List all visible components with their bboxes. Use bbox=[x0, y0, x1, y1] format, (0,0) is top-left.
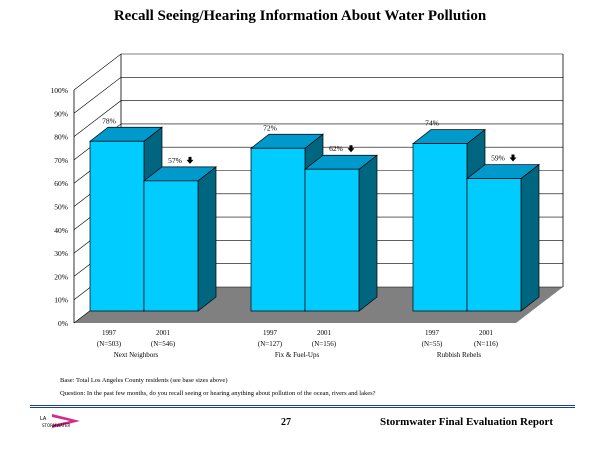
x-tick-base-size: (N=546) bbox=[151, 340, 176, 348]
bar bbox=[250, 147, 306, 312]
x-group-label: Rubbish Rebels bbox=[437, 351, 481, 359]
page-number: 27 bbox=[281, 417, 291, 428]
y-tick-label: 40% bbox=[54, 226, 68, 235]
x-tick-year: 2001 bbox=[317, 329, 332, 337]
bar bbox=[412, 143, 468, 312]
y-tick-label: 80% bbox=[54, 133, 68, 142]
svg-text:STORMWATER: STORMWATER bbox=[42, 423, 70, 428]
bar-side bbox=[197, 166, 217, 312]
y-tick-label: 50% bbox=[54, 203, 68, 212]
chart-title: Recall Seeing/Hearing Information About … bbox=[113, 8, 487, 24]
bar-value-label: 78% bbox=[102, 116, 116, 125]
x-tick-year: 1997 bbox=[425, 329, 440, 337]
footer-divider bbox=[30, 405, 575, 406]
x-tick-year: 2001 bbox=[156, 329, 171, 337]
x-tick-base-size: (N=127) bbox=[258, 340, 283, 348]
decline-arrow-icon bbox=[347, 145, 355, 153]
x-tick-base-size: (N=55) bbox=[422, 340, 443, 348]
y-tick-label: 10% bbox=[54, 296, 68, 305]
x-tick-year: 1997 bbox=[102, 329, 117, 337]
x-axis: 1997 (N=503) 2001 (N=546) Next Neighbors 1997… bbox=[97, 329, 499, 359]
x-tick-year: 2001 bbox=[479, 329, 494, 337]
gridline bbox=[73, 53, 563, 91]
la-stormwater-logo: LA STORMWATER bbox=[40, 414, 80, 428]
bar bbox=[143, 180, 199, 312]
bar bbox=[89, 140, 145, 312]
y-tick-label: 30% bbox=[54, 249, 68, 258]
x-group-label: Fix & Fuel-Ups bbox=[275, 351, 320, 359]
bar-value-label: 74% bbox=[425, 119, 439, 128]
bar-value-label: 59% bbox=[491, 154, 505, 163]
x-tick-base-size: (N=503) bbox=[97, 340, 122, 348]
y-tick-label: 60% bbox=[54, 179, 68, 188]
decline-arrow-icon bbox=[186, 156, 194, 164]
bar-side bbox=[358, 154, 378, 312]
chart-bars: 78% 57% 72% 62% 74% 59% bbox=[88, 116, 541, 312]
bar-value-label: 62% bbox=[329, 144, 343, 153]
y-tick-label: 0% bbox=[58, 319, 68, 328]
bar-value-label: 57% bbox=[168, 156, 182, 165]
x-tick-base-size: (N=156) bbox=[312, 340, 337, 348]
footer-divider-2 bbox=[30, 407, 575, 408]
svg-text:LA: LA bbox=[40, 416, 47, 422]
bar-side bbox=[520, 163, 540, 312]
bar bbox=[466, 178, 522, 312]
question-footnote: Question: In the past few months, do you… bbox=[60, 390, 376, 397]
y-tick-label: 100% bbox=[51, 86, 69, 95]
y-tick-label: 90% bbox=[54, 109, 68, 118]
y-axis: 0% 10% 20% 30% 40% 50% 60% 70% 80% 90% 100% bbox=[51, 86, 75, 328]
x-tick-base-size: (N=116) bbox=[474, 340, 499, 348]
bar-value-label: 72% bbox=[263, 123, 277, 132]
x-tick-year: 1997 bbox=[263, 329, 278, 337]
gridline bbox=[73, 100, 563, 137]
report-title: Stormwater Final Evaluation Report bbox=[380, 416, 554, 428]
gridline bbox=[73, 77, 563, 114]
base-footnote: Base: Total Los Angeles County residents… bbox=[60, 377, 228, 384]
y-tick-label: 20% bbox=[54, 272, 68, 281]
bar bbox=[304, 168, 360, 312]
y-tick-label: 70% bbox=[54, 156, 68, 165]
x-group-label: Next Neighbors bbox=[114, 351, 159, 359]
decline-arrow-icon bbox=[509, 154, 517, 162]
